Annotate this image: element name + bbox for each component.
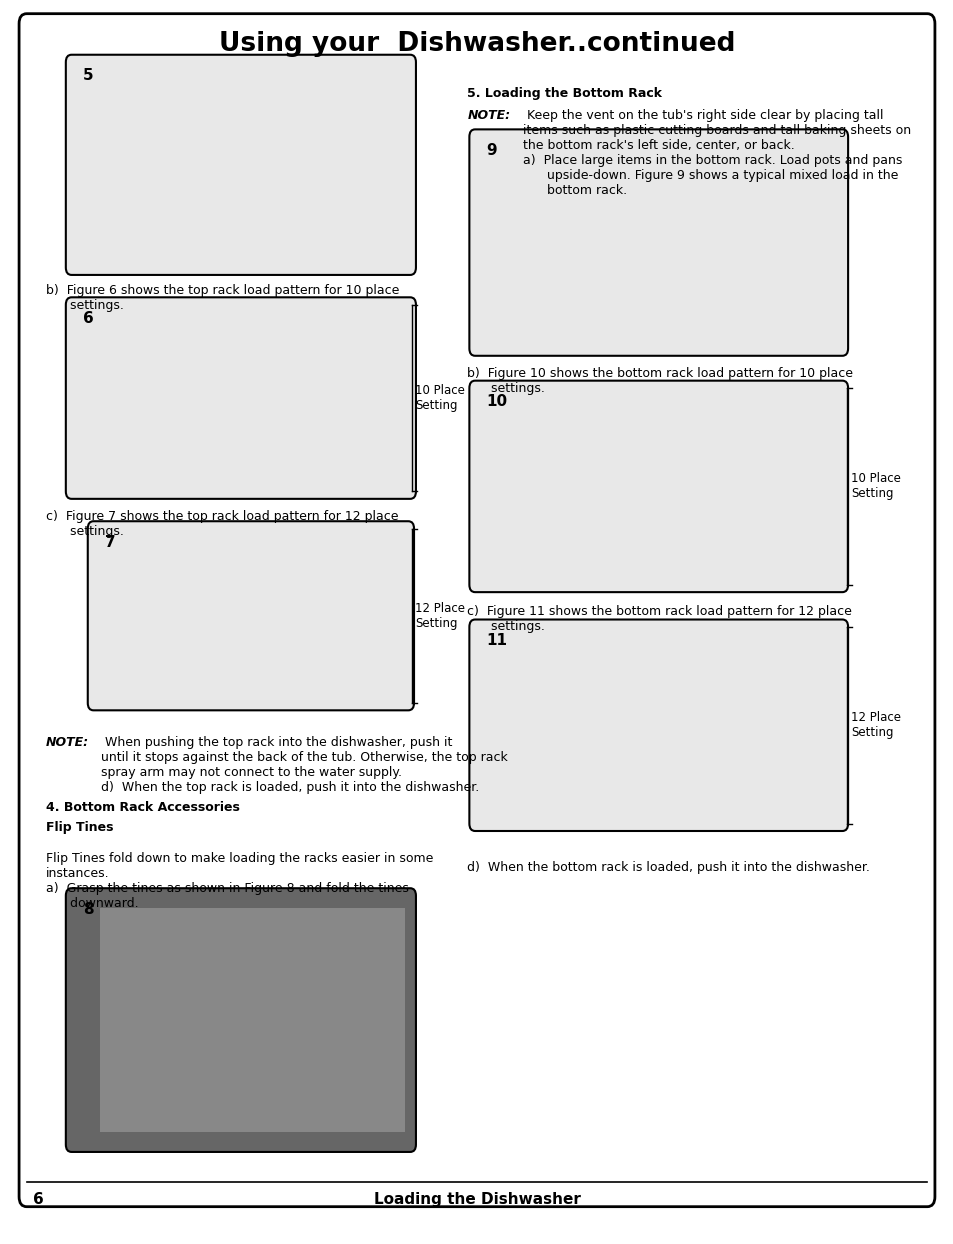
Text: 6: 6 [33, 1192, 44, 1207]
FancyBboxPatch shape [66, 297, 416, 499]
Text: NOTE:: NOTE: [46, 736, 89, 749]
Text: Keep the vent on the tub's right side clear by placing tall
items such as plasti: Keep the vent on the tub's right side cl… [522, 109, 910, 198]
Text: 9: 9 [486, 143, 497, 158]
FancyBboxPatch shape [469, 381, 847, 592]
Text: 5: 5 [83, 68, 93, 83]
Text: 8: 8 [83, 902, 93, 917]
Text: When pushing the top rack into the dishwasher, push it
until it stops against th: When pushing the top rack into the dishw… [101, 736, 507, 795]
Text: 10 Place
Setting: 10 Place Setting [850, 473, 900, 500]
FancyBboxPatch shape [469, 129, 847, 356]
Text: d)  When the bottom rack is loaded, push it into the dishwasher.: d) When the bottom rack is loaded, push … [467, 861, 869, 873]
FancyBboxPatch shape [66, 55, 416, 275]
Text: b)  Figure 10 shows the bottom rack load pattern for 10 place
      settings.: b) Figure 10 shows the bottom rack load … [467, 367, 853, 396]
Text: Using your  Dishwasher..continued: Using your Dishwasher..continued [218, 31, 735, 56]
Text: 7: 7 [105, 535, 115, 550]
Text: c)  Figure 7 shows the top rack load pattern for 12 place
      settings.: c) Figure 7 shows the top rack load patt… [46, 510, 397, 539]
FancyBboxPatch shape [66, 888, 416, 1152]
Text: 10 Place
Setting: 10 Place Setting [415, 384, 464, 412]
Text: c)  Figure 11 shows the bottom rack load pattern for 12 place
      settings.: c) Figure 11 shows the bottom rack load … [467, 605, 851, 633]
Text: Loading the Dishwasher: Loading the Dishwasher [374, 1192, 579, 1207]
Text: 12 Place
Setting: 12 Place Setting [415, 602, 464, 629]
Text: Flip Tines: Flip Tines [46, 821, 113, 833]
Text: 11: 11 [486, 633, 507, 648]
Text: b)  Figure 6 shows the top rack load pattern for 10 place
      settings.: b) Figure 6 shows the top rack load patt… [46, 284, 398, 312]
FancyBboxPatch shape [469, 620, 847, 831]
Text: 5. Loading the Bottom Rack: 5. Loading the Bottom Rack [467, 87, 661, 100]
Bar [100, 908, 405, 1132]
Text: 10: 10 [486, 394, 507, 409]
FancyBboxPatch shape [19, 14, 934, 1207]
Text: NOTE:: NOTE: [467, 109, 510, 122]
Text: 4. Bottom Rack Accessories: 4. Bottom Rack Accessories [46, 801, 239, 814]
FancyBboxPatch shape [88, 521, 414, 710]
Text: 6: 6 [83, 311, 93, 326]
Text: Flip Tines fold down to make loading the racks easier in some
instances.
a)  Gra: Flip Tines fold down to make loading the… [46, 852, 433, 911]
Text: 12 Place
Setting: 12 Place Setting [850, 712, 900, 739]
